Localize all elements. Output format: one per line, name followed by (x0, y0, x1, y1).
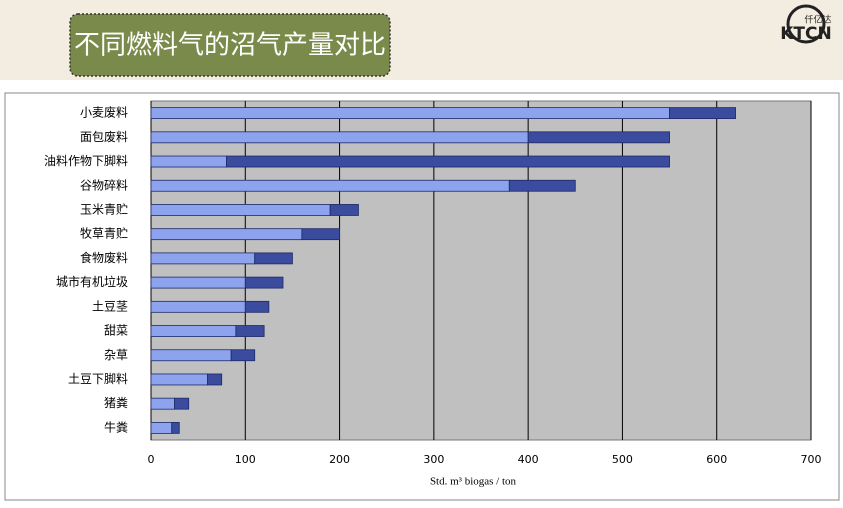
bar-segment (508, 179, 576, 192)
y-tick-label: 牛粪 (104, 419, 128, 434)
bar-segment (150, 373, 208, 386)
bar-segment (207, 373, 223, 386)
bar-segment (171, 421, 180, 434)
y-tick-label: 城市有机垃圾 (56, 274, 128, 289)
bar-segment (254, 252, 293, 265)
y-tick-label: 玉米青贮 (80, 201, 128, 216)
y-tick-label: 猪粪 (104, 396, 128, 410)
y-tick-label: 牧草青贮 (80, 226, 128, 241)
bar-segment (669, 107, 736, 120)
bar-segment (150, 397, 175, 410)
bar-segment (244, 300, 270, 313)
bar-segment (244, 276, 284, 289)
logo-ring (786, 4, 826, 44)
bar-segment (150, 325, 237, 337)
logo-sub: 仟亿达 (804, 14, 831, 26)
title-box (69, 13, 391, 77)
y-tick-label: 杂草 (104, 348, 128, 362)
y-tick-label: 土豆下脚料 (68, 371, 128, 386)
bar-segment (150, 276, 246, 289)
y-tick-label: 面包废料 (80, 129, 128, 144)
bar-segment (150, 349, 232, 362)
x-tick-label: 300 (423, 453, 444, 466)
bar-segment (527, 131, 670, 144)
bar-segment (301, 228, 340, 241)
bar-segment (235, 325, 265, 337)
x-tick-label: 600 (706, 453, 727, 466)
bar-segment (150, 107, 670, 120)
bar-segment (150, 421, 173, 434)
y-tick-label: 土豆茎 (92, 299, 128, 313)
x-tick-label: 0 (148, 453, 155, 466)
bar-segment (150, 300, 246, 313)
bar-segment (150, 179, 510, 192)
bar-segment (150, 204, 331, 216)
bar-segment (150, 228, 303, 241)
x-tick-label: 400 (518, 453, 539, 466)
y-tick-label: 食物废料 (80, 250, 128, 265)
bar-segment (329, 204, 359, 216)
y-tick-label: 甜菜 (104, 324, 128, 338)
logo-text: KTCN (780, 24, 831, 44)
x-tick-label: 500 (612, 453, 633, 466)
bar-segment (150, 252, 256, 265)
bar-segment (174, 397, 190, 410)
bar-segment (150, 131, 529, 144)
x-axis-label: Std. m³ biogas / ton (430, 476, 517, 488)
bar-segment (226, 155, 670, 168)
y-tick-label: 小麦废料 (80, 105, 128, 120)
bar-segment (230, 349, 256, 362)
bar-segment (150, 155, 227, 168)
y-tick-label: 油料作物下脚料 (44, 153, 128, 168)
x-tick-label: 100 (235, 453, 256, 466)
x-tick-label: 700 (801, 453, 822, 466)
x-tick-label: 200 (329, 453, 350, 466)
plot-area (150, 100, 812, 441)
slide-title: 不同燃料气的沼气产量对比 (74, 31, 386, 61)
y-tick-label: 谷物碎料 (80, 177, 128, 192)
